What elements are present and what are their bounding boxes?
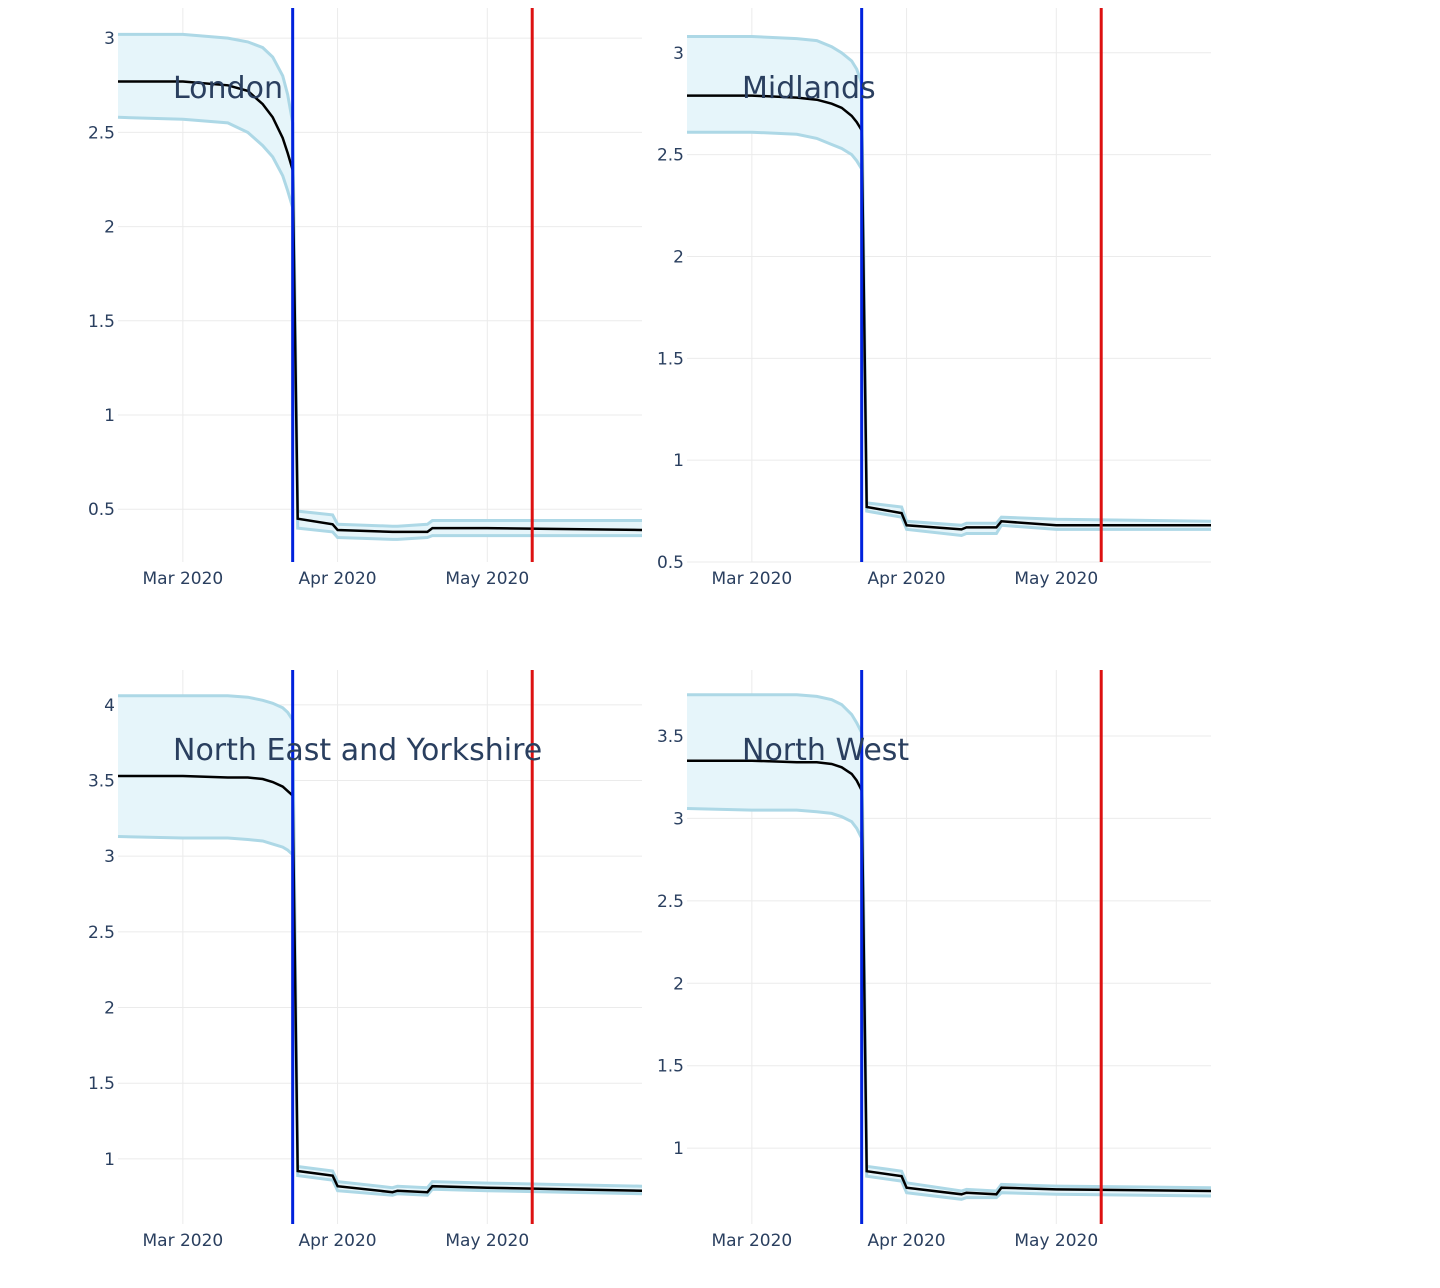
subplot-title: London (173, 71, 283, 106)
y-tick-label: 3.5 (88, 771, 115, 791)
x-tick-label: Apr 2020 (299, 569, 377, 589)
y-tick-label: 0.5 (88, 500, 115, 520)
x-tick-label: Apr 2020 (868, 569, 946, 589)
x-tick-label: May 2020 (1014, 569, 1098, 589)
x-tick-label: May 2020 (1014, 1231, 1098, 1251)
subplot-0: 0.5 1 1.5 2 2.5 3 Mar 2020 Apr 2020 May 2020 Lond… (88, 8, 643, 589)
lower-bound-line (686, 807, 1212, 1201)
y-tick-label: 2.5 (657, 146, 684, 166)
y-tick-label: 1 (673, 451, 684, 471)
y-tick-label: 1 (104, 1150, 115, 1170)
subplot-1: 0.5 1 1.5 2 2.5 3 Mar 2020 Apr 2020 May 2020 Midl… (657, 8, 1212, 589)
y-tick-label: 2 (104, 999, 115, 1019)
y-tick-label: 2 (673, 974, 684, 994)
subplot-3: 1 1.5 2 2.5 3 3.5 Mar 2020 Apr 2020 May 2020 Nort… (657, 670, 1212, 1251)
confidence-band (687, 694, 1211, 1200)
x-tick-label: Mar 2020 (143, 1231, 224, 1251)
x-tick-label: May 2020 (445, 1231, 529, 1251)
y-tick-label: 1.5 (88, 312, 115, 332)
y-tick-label: 1.5 (657, 349, 684, 369)
x-tick-label: Mar 2020 (712, 1231, 793, 1251)
y-tick-label: 2 (673, 247, 684, 267)
subplot-title: Midlands (742, 71, 876, 106)
subplot-title: North East and Yorkshire (173, 733, 542, 768)
y-tick-label: 3 (673, 44, 684, 64)
y-tick-label: 1.5 (657, 1057, 684, 1077)
y-tick-label: 2.5 (657, 892, 684, 912)
x-tick-label: Apr 2020 (868, 1231, 946, 1251)
y-tick-label: 3.5 (657, 727, 684, 747)
y-tick-label: 4 (104, 696, 115, 716)
mean-line (118, 774, 643, 1194)
lower-bound-line (687, 130, 1211, 538)
confidence-band (687, 36, 1211, 536)
confidence-band (118, 34, 642, 540)
y-tick-label: 2.5 (88, 923, 115, 943)
y-tick-label: 2 (104, 218, 115, 238)
mean-line (118, 80, 643, 534)
y-tick-label: 1.5 (88, 1074, 115, 1094)
lower-bound-line (117, 835, 643, 1197)
confidence-band (118, 695, 642, 1196)
subplot-2: 1 1.5 2 2.5 3 3.5 4 Mar 2020 Apr 2020 May 2020 Nor… (88, 670, 643, 1251)
y-tick-label: 3 (673, 809, 684, 829)
x-tick-label: Mar 2020 (143, 569, 224, 589)
mean-line (687, 94, 1211, 531)
mean-line (687, 759, 1212, 1196)
y-tick-label: 1 (673, 1139, 684, 1159)
y-tick-label: 1 (104, 406, 115, 426)
y-tick-label: 3 (104, 29, 115, 49)
y-tick-label: 0.5 (657, 553, 684, 573)
subplot-title: North West (742, 733, 909, 768)
x-tick-label: Apr 2020 (299, 1231, 377, 1251)
y-tick-label: 2.5 (88, 123, 115, 143)
y-tick-label: 3 (104, 847, 115, 867)
x-tick-label: May 2020 (445, 569, 529, 589)
lower-bound-line (117, 115, 642, 541)
x-tick-label: Mar 2020 (712, 569, 793, 589)
